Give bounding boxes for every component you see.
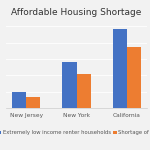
Bar [112,29,127,108]
Bar [63,62,76,108]
Bar [127,47,141,108]
Bar [76,74,90,108]
Bar [26,97,40,108]
Bar [12,92,26,108]
Legend: Extremely low income renter households, Shortage of re...: Extremely low income renter households, … [0,130,150,135]
Title: Affordable Housing Shortage: Affordable Housing Shortage [11,8,142,17]
